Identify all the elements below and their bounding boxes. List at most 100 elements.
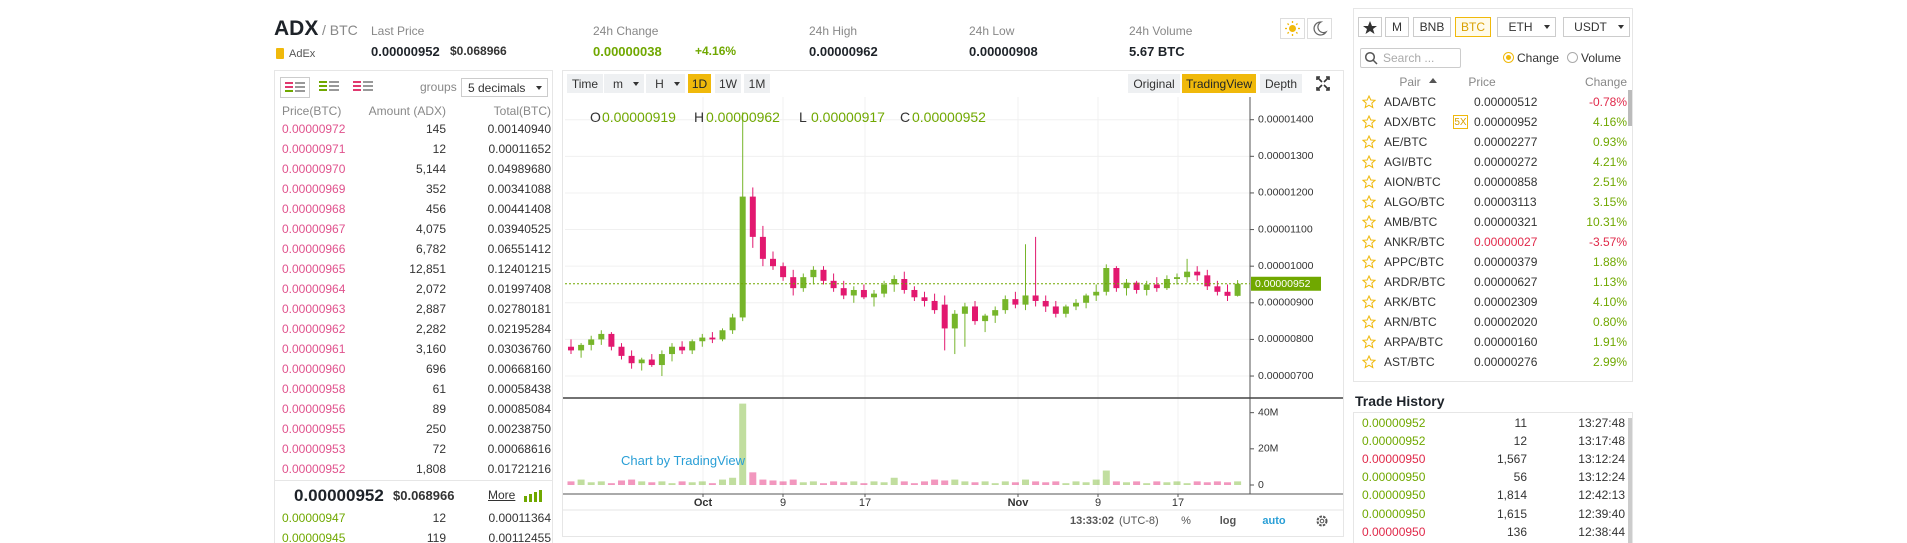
order-price: 0.00000970 [282,162,346,176]
favorite-star[interactable] [1362,335,1376,349]
log-toggle[interactable]: log [1219,514,1237,527]
order-amount: 2,072 [415,282,446,296]
stat-label: 24h Change [593,24,659,38]
radio-label[interactable]: Change [1517,51,1560,65]
trade-amount: 1,615 [1496,506,1527,521]
pair-name[interactable]: ARPA/BTC [1384,335,1444,349]
pair-price: 0.00000272 [1474,155,1538,169]
indicator-toggle[interactable] [571,108,583,120]
trade-time: 13:12:24 [1578,452,1625,467]
pair-change: 4.21% [1592,155,1627,169]
favorite-star[interactable] [1362,215,1376,229]
interval-button[interactable]: H [646,74,685,93]
stat-label: Last Price [371,24,425,38]
market-tab[interactable]: BTC [1455,17,1491,37]
order-amount: 4,075 [415,222,446,236]
interval-button[interactable]: 1W [715,74,741,93]
chart-view-button[interactable]: Depth [1260,74,1302,93]
pair-name[interactable]: ARDR/BTC [1384,275,1446,289]
auto-toggle[interactable]: auto [1262,514,1286,527]
favorites-tab[interactable] [1358,17,1382,37]
radio-label[interactable]: Volume [1581,51,1622,65]
column-header: Price(BTC) [282,104,342,118]
trade-price: 0.00000950 [1362,524,1426,539]
interval-button[interactable]: 1M [744,74,770,93]
asset-icon [276,48,284,59]
pair-name[interactable]: AST/BTC [1384,355,1435,369]
market-tab[interactable]: ETH [1497,17,1556,37]
order-price: 0.00000968 [282,202,346,216]
trade-price: 0.00000952 [1362,416,1426,430]
settings-button[interactable] [1314,513,1330,529]
market-tab[interactable]: M [1385,17,1409,37]
pair-name[interactable]: AMB/BTC [1384,215,1438,229]
pair-name[interactable]: ARN/BTC [1384,315,1437,329]
order-price: 0.00000953 [282,442,346,456]
market-tab[interactable]: USDT [1563,17,1630,37]
light-theme-button[interactable] [1280,18,1305,39]
pair-name[interactable]: ADX/BTC [1384,115,1437,129]
order-total: 0.01997408 [487,282,551,296]
asset-name: AdEx [289,47,316,60]
pair-name[interactable]: ADA/BTC [1384,95,1437,109]
scrollbar [1628,90,1632,126]
interval-button[interactable]: m [604,74,644,93]
favorite-star[interactable] [1362,255,1376,269]
depth-view-bids[interactable] [315,77,345,98]
percent-toggle[interactable]: % [1181,514,1191,527]
favorite-star[interactable] [1362,195,1376,209]
favorite-star[interactable] [1362,295,1376,309]
pair-name[interactable]: AGI/BTC [1384,155,1433,169]
favorite-star[interactable] [1362,175,1376,189]
favorite-star[interactable] [1362,135,1376,149]
icon [285,82,305,92]
favorite-star[interactable] [1362,115,1376,129]
pair-name[interactable]: ALGO/BTC [1384,195,1445,209]
order-amount: 1,808 [415,462,446,476]
interval-button[interactable]: Time [567,74,603,93]
order-price: 0.00000971 [282,142,346,156]
favorite-star[interactable] [1362,155,1376,169]
search-input[interactable]: Search ... [1360,48,1461,68]
moon-icon [1313,21,1328,36]
favorite-star[interactable] [1362,235,1376,249]
star-icon [1363,21,1377,34]
pair-change: 1.91% [1592,335,1627,349]
trade-history-panel [1353,412,1633,543]
favorite-star[interactable] [1362,315,1376,329]
chart-view-button[interactable]: TradingView [1182,74,1256,93]
column-header: Pair [1399,75,1421,89]
pair-name[interactable]: APPC/BTC [1384,255,1445,269]
more-link[interactable]: More [488,488,516,502]
depth-bars-icon [524,489,544,502]
order-amount: 119 [426,531,446,543]
order-amount: 61 [432,382,446,396]
pair-name[interactable]: ARK/BTC [1384,295,1437,309]
pair-name[interactable]: AION/BTC [1384,175,1441,189]
market-tab[interactable]: BNB [1413,17,1451,37]
pair-name[interactable]: ANKR/BTC [1384,235,1445,249]
favorite-star[interactable] [1362,355,1376,369]
order-total: 0.00140940 [487,122,551,136]
chart-view-button[interactable]: Original [1128,74,1180,93]
favorite-star[interactable] [1362,275,1376,289]
trade-time: 12:39:40 [1578,506,1625,521]
pair-name[interactable]: AE/BTC [1384,135,1428,149]
trade-price: 0.00000950 [1362,506,1426,521]
radio-unselected[interactable] [1567,52,1578,63]
order-price: 0.00000960 [282,362,346,376]
star-outline [1362,315,1376,329]
radio-selected[interactable] [1503,52,1514,63]
dark-theme-button[interactable] [1307,18,1332,39]
favorite-star[interactable] [1362,95,1376,109]
interval-button[interactable]: 1D [688,74,711,93]
order-price: 0.00000945 [282,531,346,543]
groups-select[interactable]: 5 decimals [461,78,548,97]
depth-view-both[interactable] [280,77,310,98]
stat-value: 0.00000962 [809,43,878,59]
fullscreen-button[interactable] [1308,74,1338,93]
pair-symbol: ADX [274,16,319,40]
trade-time: 12:42:13 [1578,488,1625,503]
depth-view-asks[interactable] [349,77,379,98]
